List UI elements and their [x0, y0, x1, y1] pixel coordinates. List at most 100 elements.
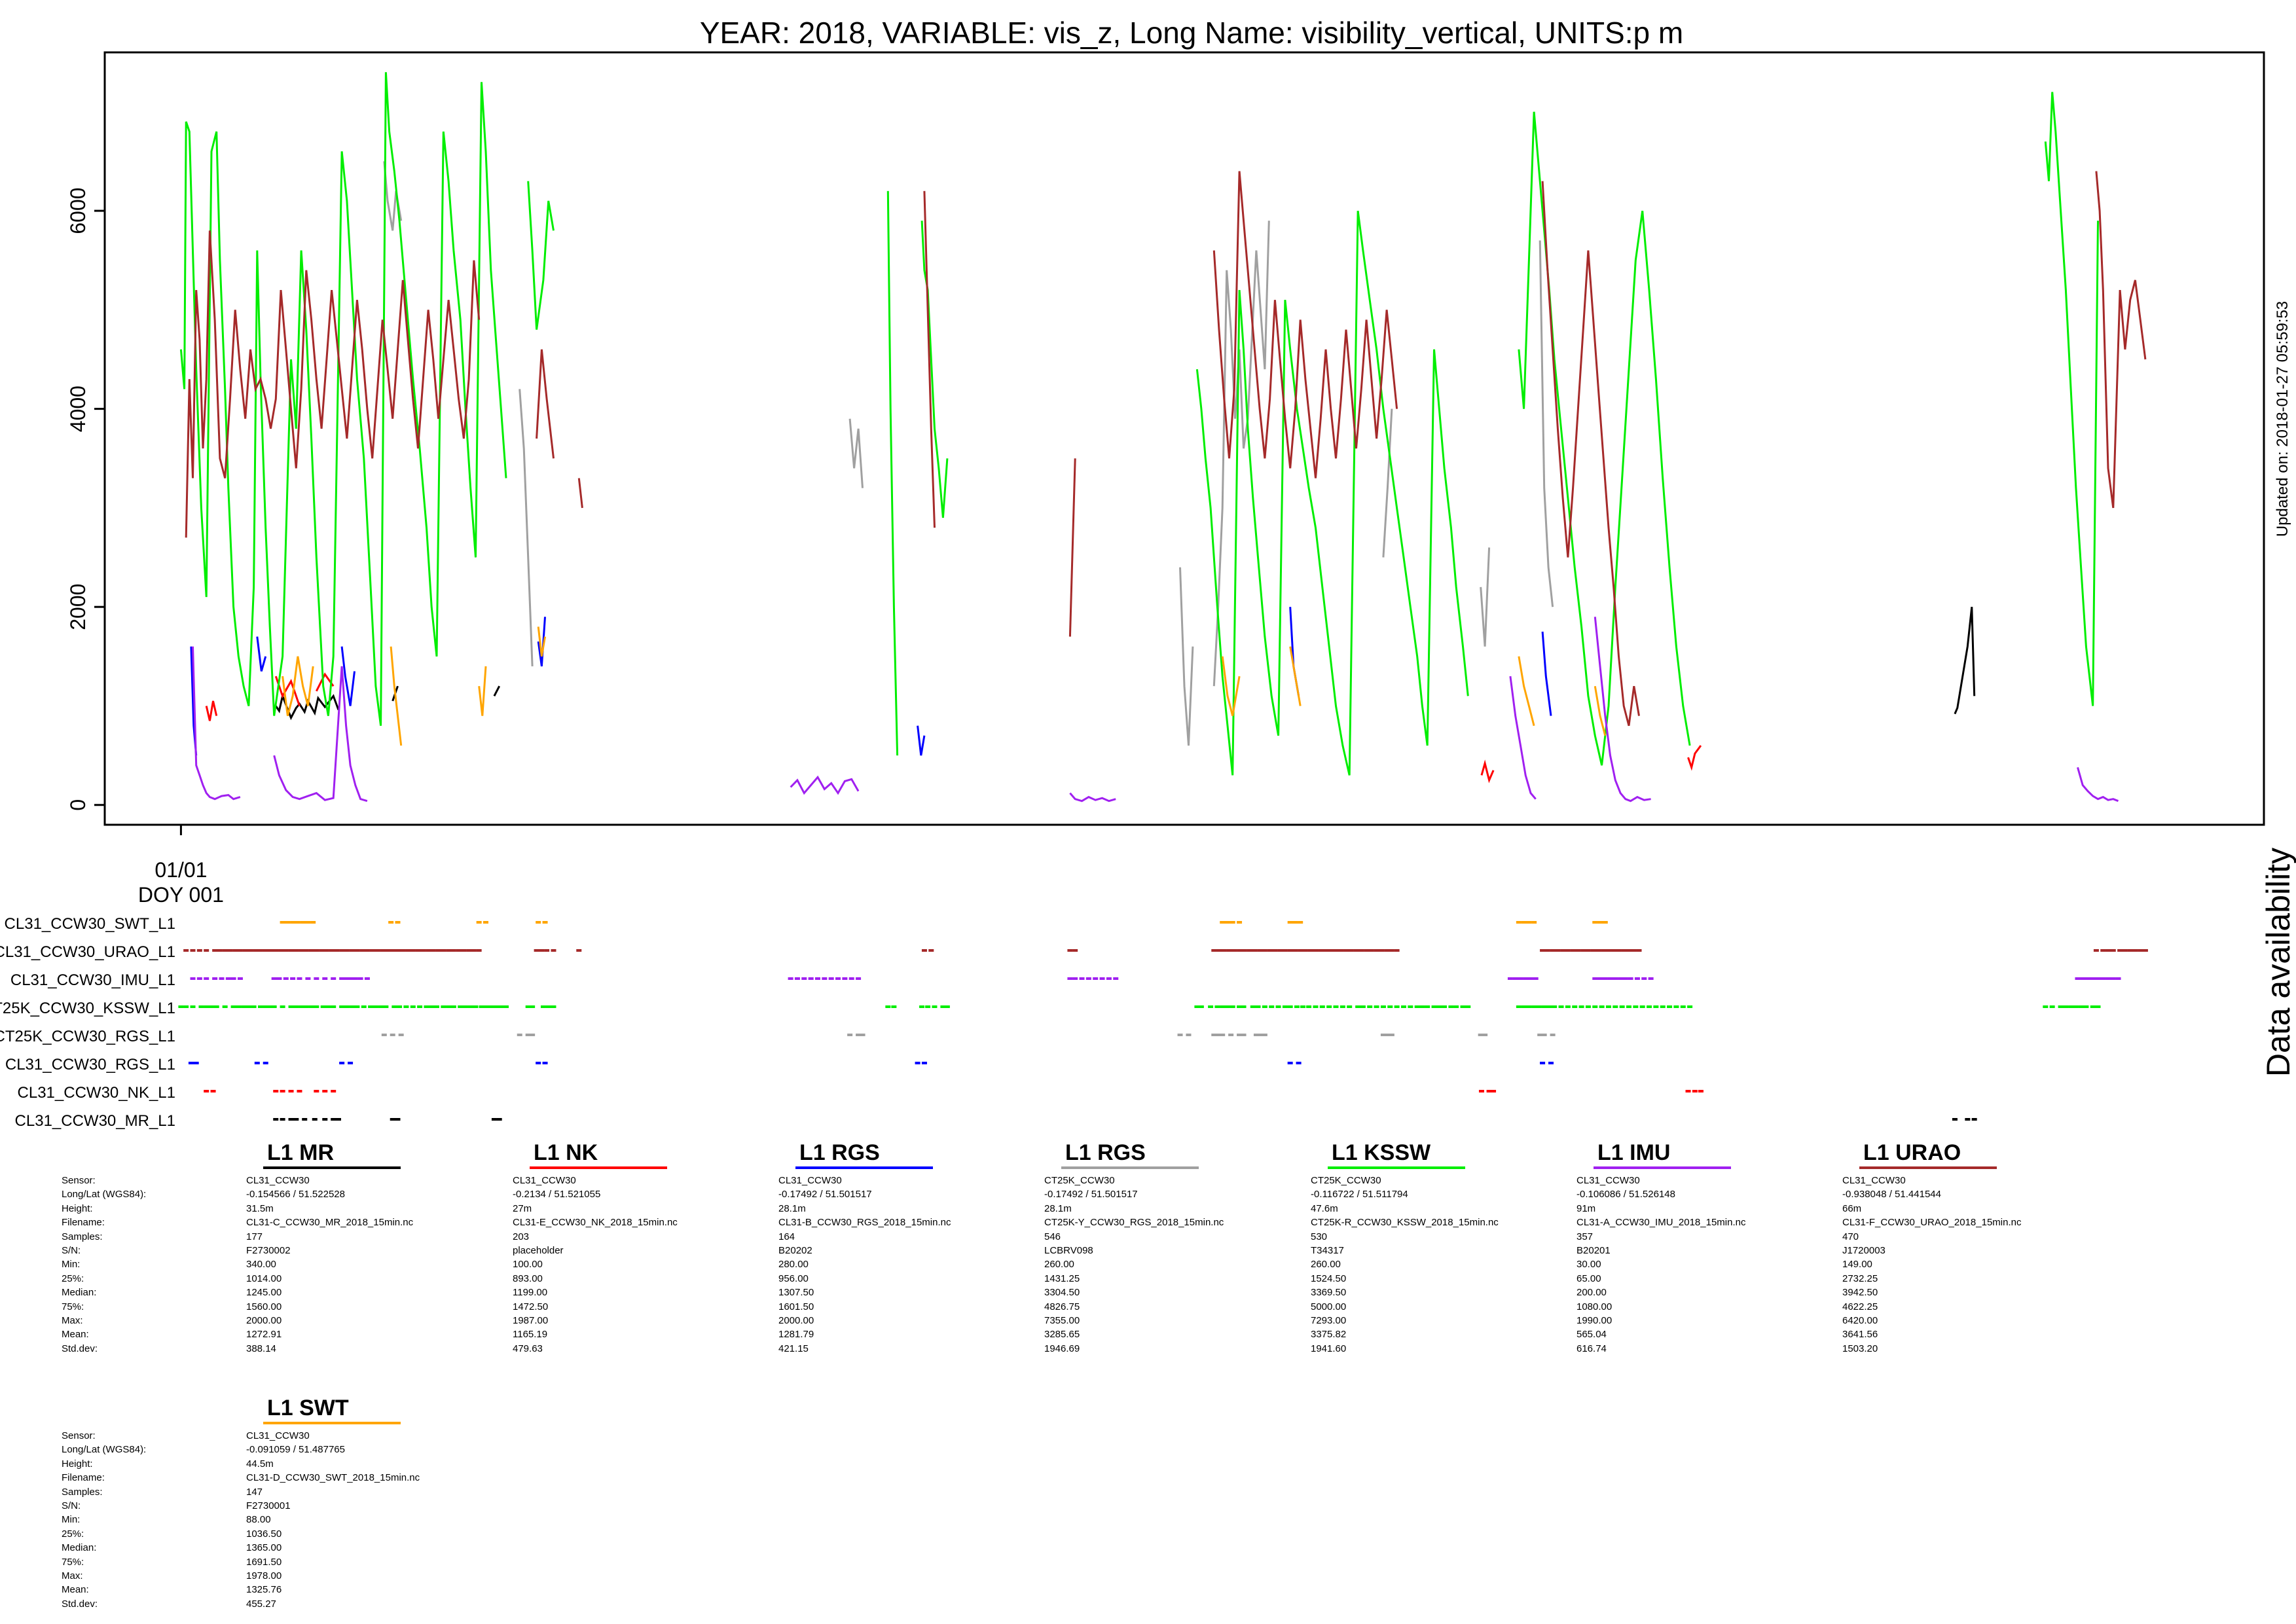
availability-mark-SWT: [1292, 921, 1298, 924]
stats-values-4-row: 1524.50: [1311, 1272, 1347, 1284]
stats-values-2-row: 1601.50: [778, 1301, 814, 1312]
availability-mark-IMU: [1527, 977, 1533, 980]
series-MR-line-2: [493, 685, 501, 696]
availability-mark-SWT: [1526, 921, 1532, 924]
availability-mark-URAO: [257, 949, 263, 952]
availability-mark-URAO: [1358, 949, 1364, 952]
availability-mark-KSSW: [308, 1005, 314, 1008]
availability-label-KSSW: CT25K_CCW30_KSSW_L1: [0, 1000, 175, 1017]
availability-mark-URAO: [1287, 949, 1293, 952]
availability-mark-MR: [280, 1118, 285, 1121]
stats-values-7-row: 1325.76: [246, 1584, 282, 1596]
availability-mark-KSSW: [1613, 1005, 1618, 1008]
availability-mark-IMU: [1113, 977, 1119, 980]
availability-mark-KSSW: [368, 1005, 374, 1008]
availability-mark-URAO: [1394, 949, 1400, 952]
availability-mark-KSSW: [473, 1005, 479, 1008]
availability-mark-KSSW: [1275, 1005, 1281, 1008]
panel-title-5: L1 IMU: [1597, 1140, 1670, 1165]
stats-labels-bottom-row: Mean:: [62, 1584, 89, 1596]
stats-values-6-row: 470: [1842, 1231, 1859, 1242]
availability-mark-URAO: [576, 949, 582, 952]
availability-strip: CL31_CCW30_MR_L1 CL31_CCW30_NK_L1 CL31_CCW…: [0, 915, 2148, 1130]
stats-labels-top-row: Mean:: [62, 1329, 89, 1341]
availability-mark-URAO: [1580, 949, 1586, 952]
availability-mark-RGS: [542, 1062, 548, 1064]
availability-mark-URAO: [1338, 949, 1344, 952]
availability-mark-SWT: [280, 921, 285, 924]
stats-values-4-row: 1941.60: [1311, 1343, 1347, 1354]
stats-values-2-row: 28.1m: [778, 1202, 806, 1214]
availability-mark-URAO: [1282, 949, 1288, 952]
availability-mark-URAO: [323, 949, 329, 952]
availability-mark-KSSW: [1262, 1005, 1267, 1008]
stats-values-7-row: 147: [246, 1486, 263, 1498]
availability-mark-URAO: [476, 949, 482, 952]
y-tick-label: 6000: [66, 187, 90, 234]
availability-mark-IMU: [2095, 977, 2101, 980]
availability-mark-KSSW: [1380, 1005, 1386, 1008]
availability-mark-URAO: [1322, 949, 1328, 952]
availability-mark-KSSW: [204, 1005, 210, 1008]
availability-label-RGS: CL31_CCW30_RGS_L1: [5, 1056, 175, 1074]
availability-mark-URAO: [1221, 949, 1227, 952]
series-SWT-line-2: [478, 666, 487, 716]
stats-values-2-row: CL31-B_CCW30_RGS_2018_15min.nc: [778, 1217, 951, 1229]
stats-values-2-row: 164: [778, 1231, 795, 1242]
availability-mark-URAO: [461, 949, 467, 952]
availability-mark-KSSW: [2083, 1005, 2089, 1008]
availability-mark-URAO: [2117, 949, 2123, 952]
availability-mark-MR: [288, 1118, 294, 1121]
availability-mark-RGS: [188, 1062, 194, 1064]
availability-mark-KSSW: [2063, 1005, 2069, 1008]
stats-values-5-row: B20201: [1576, 1244, 1611, 1256]
availability-mark-KSSW: [940, 1005, 946, 1008]
availability-mark-KSSW: [1313, 1005, 1319, 1008]
availability-mark-RGS2: [856, 1034, 862, 1036]
availability-label-MR: CL31_CCW30_MR_L1: [15, 1112, 175, 1130]
stats-values-3-row: 1431.25: [1044, 1272, 1080, 1284]
availability-mark-SWT: [290, 921, 296, 924]
availability-mark-RGS2: [1220, 1034, 1226, 1036]
availability-mark-KSSW: [1531, 1005, 1537, 1008]
stats-values-0-row: CL31_CCW30: [246, 1175, 310, 1186]
availability-mark-NK: [1478, 1090, 1484, 1092]
stats-labels-top-row: Samples:: [62, 1231, 103, 1242]
availability-mark-URAO: [450, 949, 456, 952]
availability-mark-KSSW: [1667, 1005, 1673, 1008]
updated-timestamp: Updated on: 2018-01-27 05:59:53: [2274, 301, 2291, 537]
panel-title-6: L1 URAO: [1863, 1140, 1961, 1165]
panel-underline-2: [795, 1166, 933, 1169]
availability-mark-KSSW: [417, 1005, 423, 1008]
availability-mark-URAO: [2138, 949, 2143, 952]
availability-mark-RGS2: [1241, 1034, 1247, 1036]
availability-mark-URAO: [551, 949, 556, 952]
stats-values-3-row: 7355.00: [1044, 1314, 1080, 1326]
stats-values-4-row: 530: [1311, 1231, 1328, 1242]
availability-mark-KSSW: [1419, 1005, 1425, 1008]
availability-mark-KSSW: [314, 1005, 319, 1008]
availability-mark-IMU: [842, 977, 848, 980]
stats-values-4-row: CT25K_CCW30: [1311, 1175, 1381, 1186]
availability-mark-SWT: [1298, 921, 1303, 924]
availability-mark-URAO: [329, 949, 335, 952]
availability-mark-URAO: [334, 949, 340, 952]
availability-mark-KSSW: [1565, 1005, 1571, 1008]
availability-mark-KSSW: [2095, 1005, 2101, 1008]
panel-underline-4: [1328, 1166, 1465, 1169]
stats-values-3-row: 28.1m: [1044, 1202, 1072, 1214]
availability-mark-KSSW: [299, 1005, 304, 1008]
availability-mark-KSSW: [540, 1005, 546, 1008]
panel-underline-3: [1061, 1166, 1199, 1169]
availability-mark-KSSW: [208, 1005, 214, 1008]
availability-mark-KSSW: [1347, 1005, 1353, 1008]
stats-values-3-row: 1946.69: [1044, 1343, 1080, 1354]
availability-mark-URAO: [1211, 949, 1217, 952]
availability-mark-URAO: [183, 949, 189, 952]
y-tick-label: 0: [66, 799, 90, 811]
availability-mark-URAO: [308, 949, 314, 952]
series-RGS-line-3: [537, 617, 546, 667]
availability-mark-KSSW: [2073, 1005, 2079, 1008]
series-SWT-line-3: [537, 626, 546, 657]
stats-values-2-row: 280.00: [778, 1259, 809, 1271]
